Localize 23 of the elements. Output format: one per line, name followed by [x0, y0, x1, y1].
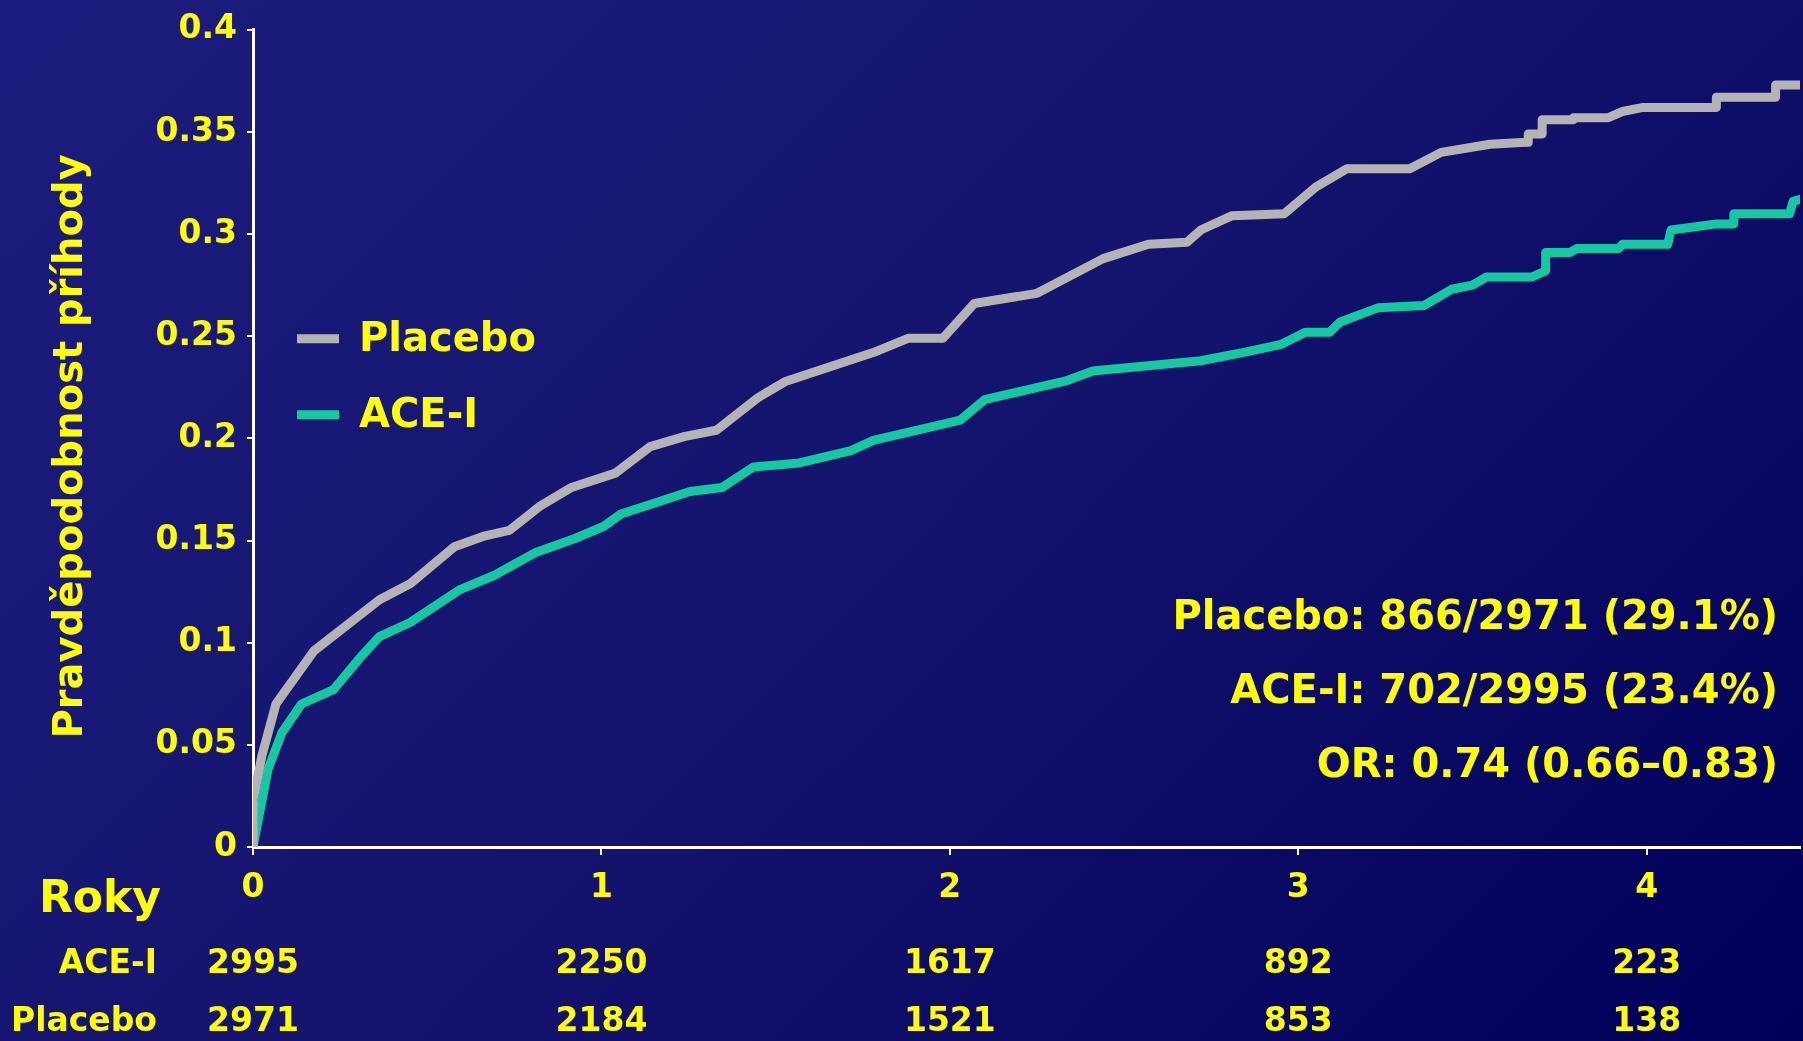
x-axis-title: Roky	[38, 871, 162, 923]
x-tick-label: 4	[1635, 866, 1659, 906]
text: Placebo 2971 2184 1521 853 138	[10, 999, 1682, 1039]
y-tick-label: 0.15	[155, 518, 237, 558]
y-tick-label: 0.3	[178, 211, 237, 251]
y-tick-label: 0.2	[178, 415, 237, 455]
y-tick-label: 0	[214, 824, 237, 864]
annotation: OR: 0.74 (0.66–0.83)	[1316, 740, 1778, 787]
x-tick-label: 3	[1286, 866, 1310, 906]
text: ACE-I 2995 2250 1617 892 223	[58, 941, 1682, 981]
y-tick-label: 0.1	[178, 620, 237, 660]
y-tick-label: 0.35	[155, 109, 237, 149]
y-tick-label: 0.05	[155, 722, 237, 762]
y-tick-label: 0.4	[178, 7, 237, 47]
annotation: Placebo: 866/2971 (29.1%)	[1172, 592, 1778, 639]
annotation: ACE-I: 702/2995 (23.4%)	[1230, 666, 1778, 713]
y-axis-title: Pravděpodobnost příhody	[45, 154, 92, 739]
y-tick-label: 0.25	[155, 313, 237, 353]
x-tick-label: 0	[241, 866, 265, 906]
legend-label: Placebo	[359, 314, 536, 361]
x-tick-label: 2	[938, 866, 962, 906]
x-tick-label: 1	[589, 866, 613, 906]
legend-label: ACE-I	[359, 390, 479, 437]
